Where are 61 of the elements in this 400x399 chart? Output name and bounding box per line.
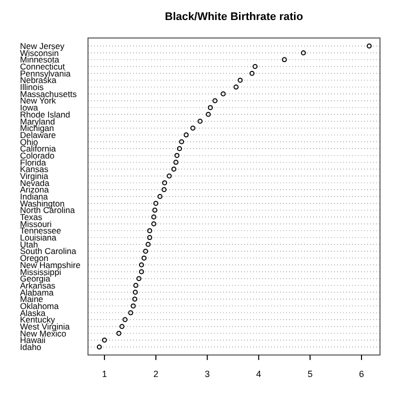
point: [184, 132, 189, 138]
point: [102, 338, 107, 343]
point: [138, 269, 144, 274]
point: [174, 152, 180, 158]
point: [96, 344, 102, 350]
point: [177, 146, 182, 152]
x-tick-label: 4: [256, 369, 262, 379]
y-tick-label: Illinois: [20, 82, 44, 92]
point: [179, 139, 184, 144]
point: [138, 262, 144, 268]
point: [122, 317, 128, 322]
point: [133, 282, 138, 288]
y-tick-label: North Carolina: [20, 205, 76, 216]
point: [130, 303, 136, 308]
point: [136, 276, 142, 282]
point: [166, 173, 172, 178]
x-tick-label: 6: [358, 369, 364, 379]
point: [300, 50, 306, 56]
point: [198, 118, 203, 124]
point: [162, 187, 167, 192]
chart-title: Black/White Birthrate ratio: [164, 11, 304, 23]
y-tick-label: Ohio: [20, 136, 38, 147]
point: [146, 242, 151, 247]
point: [116, 330, 122, 336]
y-tick-label: Idaho: [20, 342, 42, 352]
point: [153, 200, 158, 206]
point: [119, 324, 124, 329]
point: [220, 91, 226, 96]
x-tick-label: 3: [204, 369, 210, 379]
point: [366, 44, 372, 48]
y-tick-label: Michigan: [20, 123, 54, 134]
x-tick-label: 2: [153, 369, 158, 379]
point: [173, 160, 178, 165]
y-tick-label: Kentucky: [20, 314, 56, 325]
point: [157, 194, 162, 199]
point: [238, 78, 243, 83]
point: [142, 256, 147, 261]
point: [190, 126, 196, 131]
point: [143, 248, 148, 254]
point: [282, 57, 287, 62]
point: [128, 310, 134, 316]
x-tick-label: 1: [102, 369, 107, 379]
point: [249, 70, 254, 76]
y-tick-label: New Jersey: [20, 41, 66, 51]
point: [147, 228, 152, 234]
point: [212, 98, 218, 104]
point: [147, 235, 152, 240]
point: [234, 84, 239, 90]
point: [151, 214, 156, 220]
point: [132, 296, 138, 302]
point: [252, 64, 258, 70]
y-tick-label: Indiana: [20, 192, 48, 202]
x-tick-label: 5: [308, 369, 313, 379]
point: [162, 180, 168, 186]
y-tick-label: South Carolina: [20, 246, 76, 256]
point: [132, 290, 138, 295]
point: [152, 208, 158, 213]
point: [208, 105, 213, 110]
point: [171, 166, 176, 172]
point: [206, 112, 211, 117]
point: [151, 221, 156, 226]
